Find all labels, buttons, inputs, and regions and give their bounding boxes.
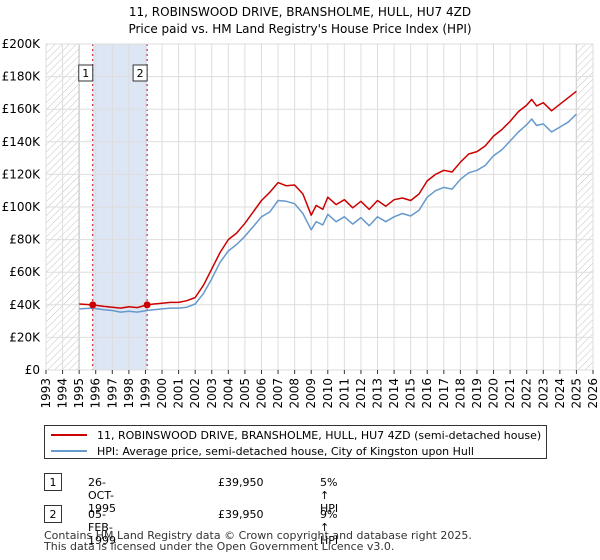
- x-tick-label: 1994: [56, 378, 70, 409]
- x-tick-label: 2017: [437, 378, 451, 409]
- x-tick-label: 1997: [105, 378, 119, 409]
- legend-item-property: 11, ROBINSWOOD DRIVE, BRANSHOLME, HULL, …: [51, 427, 541, 443]
- x-tick-label: 2014: [387, 378, 401, 409]
- legend-label-property: 11, ROBINSWOOD DRIVE, BRANSHOLME, HULL, …: [97, 428, 542, 442]
- x-tick-label: 2011: [337, 378, 351, 409]
- transaction-date: 05-FEB-1999: [88, 508, 116, 547]
- x-tick-label: 1998: [122, 378, 136, 409]
- transaction-point: [89, 301, 97, 309]
- x-tick-label: 2010: [321, 378, 335, 409]
- transaction-label-box: [78, 64, 94, 82]
- y-tick-label: £140K: [2, 135, 42, 149]
- x-tick-label: 2026: [586, 378, 600, 409]
- y-tick-label: £20K: [9, 330, 41, 344]
- x-tick-label: 2006: [254, 378, 268, 409]
- x-tick-label: 1993: [39, 378, 53, 409]
- x-tick-label: 2003: [205, 378, 219, 409]
- x-tick-label: 2015: [404, 378, 418, 409]
- legend-swatch-property: [51, 434, 87, 436]
- transaction-label-number: 2: [137, 67, 144, 80]
- x-tick-label: 2002: [188, 378, 202, 409]
- y-tick-label: £160K: [2, 102, 42, 116]
- legend-label-hpi: HPI: Average price, semi-detached house,…: [97, 444, 474, 458]
- legend: 11, ROBINSWOOD DRIVE, BRANSHOLME, HULL, …: [44, 425, 547, 459]
- legend-swatch-hpi: [51, 450, 87, 452]
- x-tick-label: 2007: [271, 378, 285, 409]
- x-tick-label: 2001: [172, 378, 186, 409]
- x-tick-label: 2021: [503, 378, 517, 409]
- chart-subtitle: Price paid vs. HM Land Registry's House …: [128, 22, 472, 36]
- x-tick-label: 2024: [553, 378, 567, 409]
- x-tick-label: 2004: [221, 378, 235, 409]
- footer-copyright: Contains HM Land Registry data © Crown c…: [44, 529, 472, 542]
- x-tick-label: 2008: [288, 378, 302, 409]
- transaction-hpi-diff: 5% ↑ HPI: [320, 476, 339, 515]
- x-tick-label: 2025: [569, 378, 583, 409]
- x-tick-label: 2020: [487, 378, 501, 409]
- x-tick-label: 2016: [420, 378, 434, 409]
- chart-title-address: 11, ROBINSWOOD DRIVE, BRANSHOLME, HULL, …: [128, 5, 472, 19]
- x-tick-label: 2018: [453, 378, 467, 409]
- series-line-hpi: [79, 113, 577, 313]
- x-tick-label: 1999: [138, 378, 152, 409]
- y-tick-label: £200K: [2, 37, 42, 51]
- transaction-label-number: 1: [82, 67, 89, 80]
- transaction-number-badge: 1: [44, 473, 62, 491]
- x-tick-label: 2012: [354, 378, 368, 409]
- y-tick-label: £80K: [9, 233, 41, 247]
- y-tick-label: £120K: [2, 167, 42, 181]
- x-tick-label: 2023: [536, 378, 550, 409]
- y-tick-label: £0: [25, 363, 40, 377]
- x-tick-label: 1996: [89, 378, 103, 409]
- x-tick-label: 2005: [238, 378, 252, 409]
- transaction-date: 26-OCT-1995: [88, 476, 116, 515]
- footer: Contains HM Land Registry data © Crown c…: [44, 530, 472, 552]
- series-line-property: [79, 90, 577, 309]
- x-tick-label: 2019: [470, 378, 484, 409]
- transaction-price: £39,950: [218, 508, 264, 521]
- y-tick-label: £40K: [9, 298, 41, 312]
- y-tick-label: £60K: [9, 265, 41, 279]
- x-tick-label: 2013: [371, 378, 385, 409]
- x-tick-label: 2000: [155, 378, 169, 409]
- price-chart: £0 £20K £40K £60K £80K £100K £120K £140K £160K £1…: [2, 37, 600, 409]
- x-tick-label: 1995: [72, 378, 86, 409]
- transaction-hpi-diff: 9% ↑ HPI: [320, 508, 339, 547]
- y-tick-label: £100K: [2, 200, 42, 214]
- transaction-point: [143, 301, 151, 309]
- transaction-label-box: [132, 64, 148, 82]
- transaction-number-badge: 2: [44, 505, 62, 523]
- legend-item-hpi: HPI: Average price, semi-detached house,…: [51, 443, 474, 459]
- x-tick-label: 2022: [520, 378, 534, 409]
- x-tick-label: 2009: [304, 378, 318, 409]
- y-tick-label: £180K: [2, 70, 42, 84]
- footer-license: This data is licensed under the Open Gov…: [44, 540, 395, 553]
- transaction-price: £39,950: [218, 476, 264, 489]
